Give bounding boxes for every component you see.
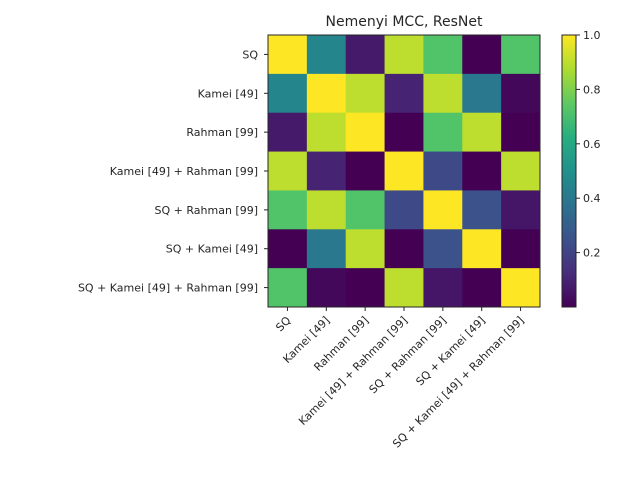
colorbar-tick-label: 0.4 [583, 192, 601, 205]
colorbar-frame [561, 34, 577, 308]
colorbar-tick-label: 0.6 [583, 138, 601, 151]
heatmap-cell [306, 73, 347, 114]
x-tick-label: SQ + Kamei [49] [413, 314, 487, 388]
heatmap-cell [423, 229, 463, 269]
y-tick-label: Kamei [49] + Rahman [99] [110, 165, 258, 178]
heatmap-cell [423, 151, 463, 191]
heatmap-cell [345, 229, 386, 269]
heatmap-cell [345, 73, 386, 114]
heatmap-cell [345, 190, 386, 230]
heatmap-cell [423, 73, 463, 114]
heatmap-cell [462, 35, 502, 75]
colorbar-ticks: 0.2 0.4 0.6 0.8 1.0 [576, 29, 601, 260]
heatmap-cell [268, 112, 308, 153]
heatmap-cell [423, 190, 463, 230]
heatmap-cell [306, 112, 347, 153]
heatmap-cell [501, 35, 541, 75]
heatmap-cell [462, 73, 502, 114]
colorbar-tick-label: 0.8 [583, 83, 601, 96]
heatmap-cell [268, 35, 308, 75]
colorbar-tick-label: 1.0 [583, 29, 601, 42]
heatmap-cell [345, 268, 386, 308]
heatmap-cell [501, 73, 541, 114]
heatmap-cell [306, 229, 347, 269]
heatmap-cell [501, 190, 541, 230]
heatmap-cell [384, 73, 424, 114]
heatmap-cell [345, 112, 386, 153]
heatmap-cell [268, 73, 308, 114]
colorbar-gradient [562, 35, 576, 307]
heatmap-cell [306, 190, 347, 230]
heatmap-cell [462, 112, 502, 153]
y-tick-label: SQ + Kamei [49] [166, 243, 258, 256]
heatmap-cell [345, 151, 386, 191]
colorbar: 0.2 0.4 0.6 0.8 1.0 [561, 29, 601, 308]
heatmap-cell [306, 35, 347, 75]
heatmap-cell [423, 35, 463, 75]
heatmap-cell [501, 112, 541, 153]
heatmap-cell [384, 190, 424, 230]
colorbar-tick-label: 0.2 [583, 247, 601, 260]
heatmap-cell [268, 190, 308, 230]
heatmap-cell [268, 268, 308, 308]
heatmap-cell [268, 229, 308, 269]
y-tick-label: SQ [242, 48, 258, 61]
heatmap-cell [501, 151, 541, 191]
heatmap-cell [462, 151, 502, 191]
x-tick-label: SQ [273, 314, 293, 334]
heatmap-cell [345, 35, 386, 75]
heatmap-cell [306, 151, 347, 191]
heatmap-cell [384, 35, 424, 75]
y-tick-label: SQ + Kamei [49] + Rahman [99] [78, 282, 258, 295]
chart-title: Nemenyi MCC, ResNet [326, 14, 483, 30]
heatmap-cell [384, 151, 424, 191]
heatmap-cell [462, 229, 502, 269]
heatmap-cell [306, 268, 347, 308]
heatmap-cell [423, 268, 463, 308]
y-tick-label: SQ + Rahman [99] [155, 204, 258, 217]
heatmap-cells [268, 35, 541, 308]
heatmap-cell [462, 190, 502, 230]
y-tick-label: Kamei [49] [198, 87, 258, 100]
heatmap-cell [501, 268, 541, 308]
y-tick-label: Rahman [99] [186, 126, 258, 139]
heatmap-cell [384, 229, 424, 269]
heatmap-cell [501, 229, 541, 269]
heatmap-cell [384, 112, 424, 153]
heatmap-cell [423, 112, 463, 153]
heatmap-cell [462, 268, 502, 308]
heatmap-cell [384, 268, 424, 308]
heatmap-cell [268, 151, 308, 191]
y-tick-labels: SQ Kamei [49] Rahman [99] Kamei [49] + Rahm… [78, 48, 268, 295]
